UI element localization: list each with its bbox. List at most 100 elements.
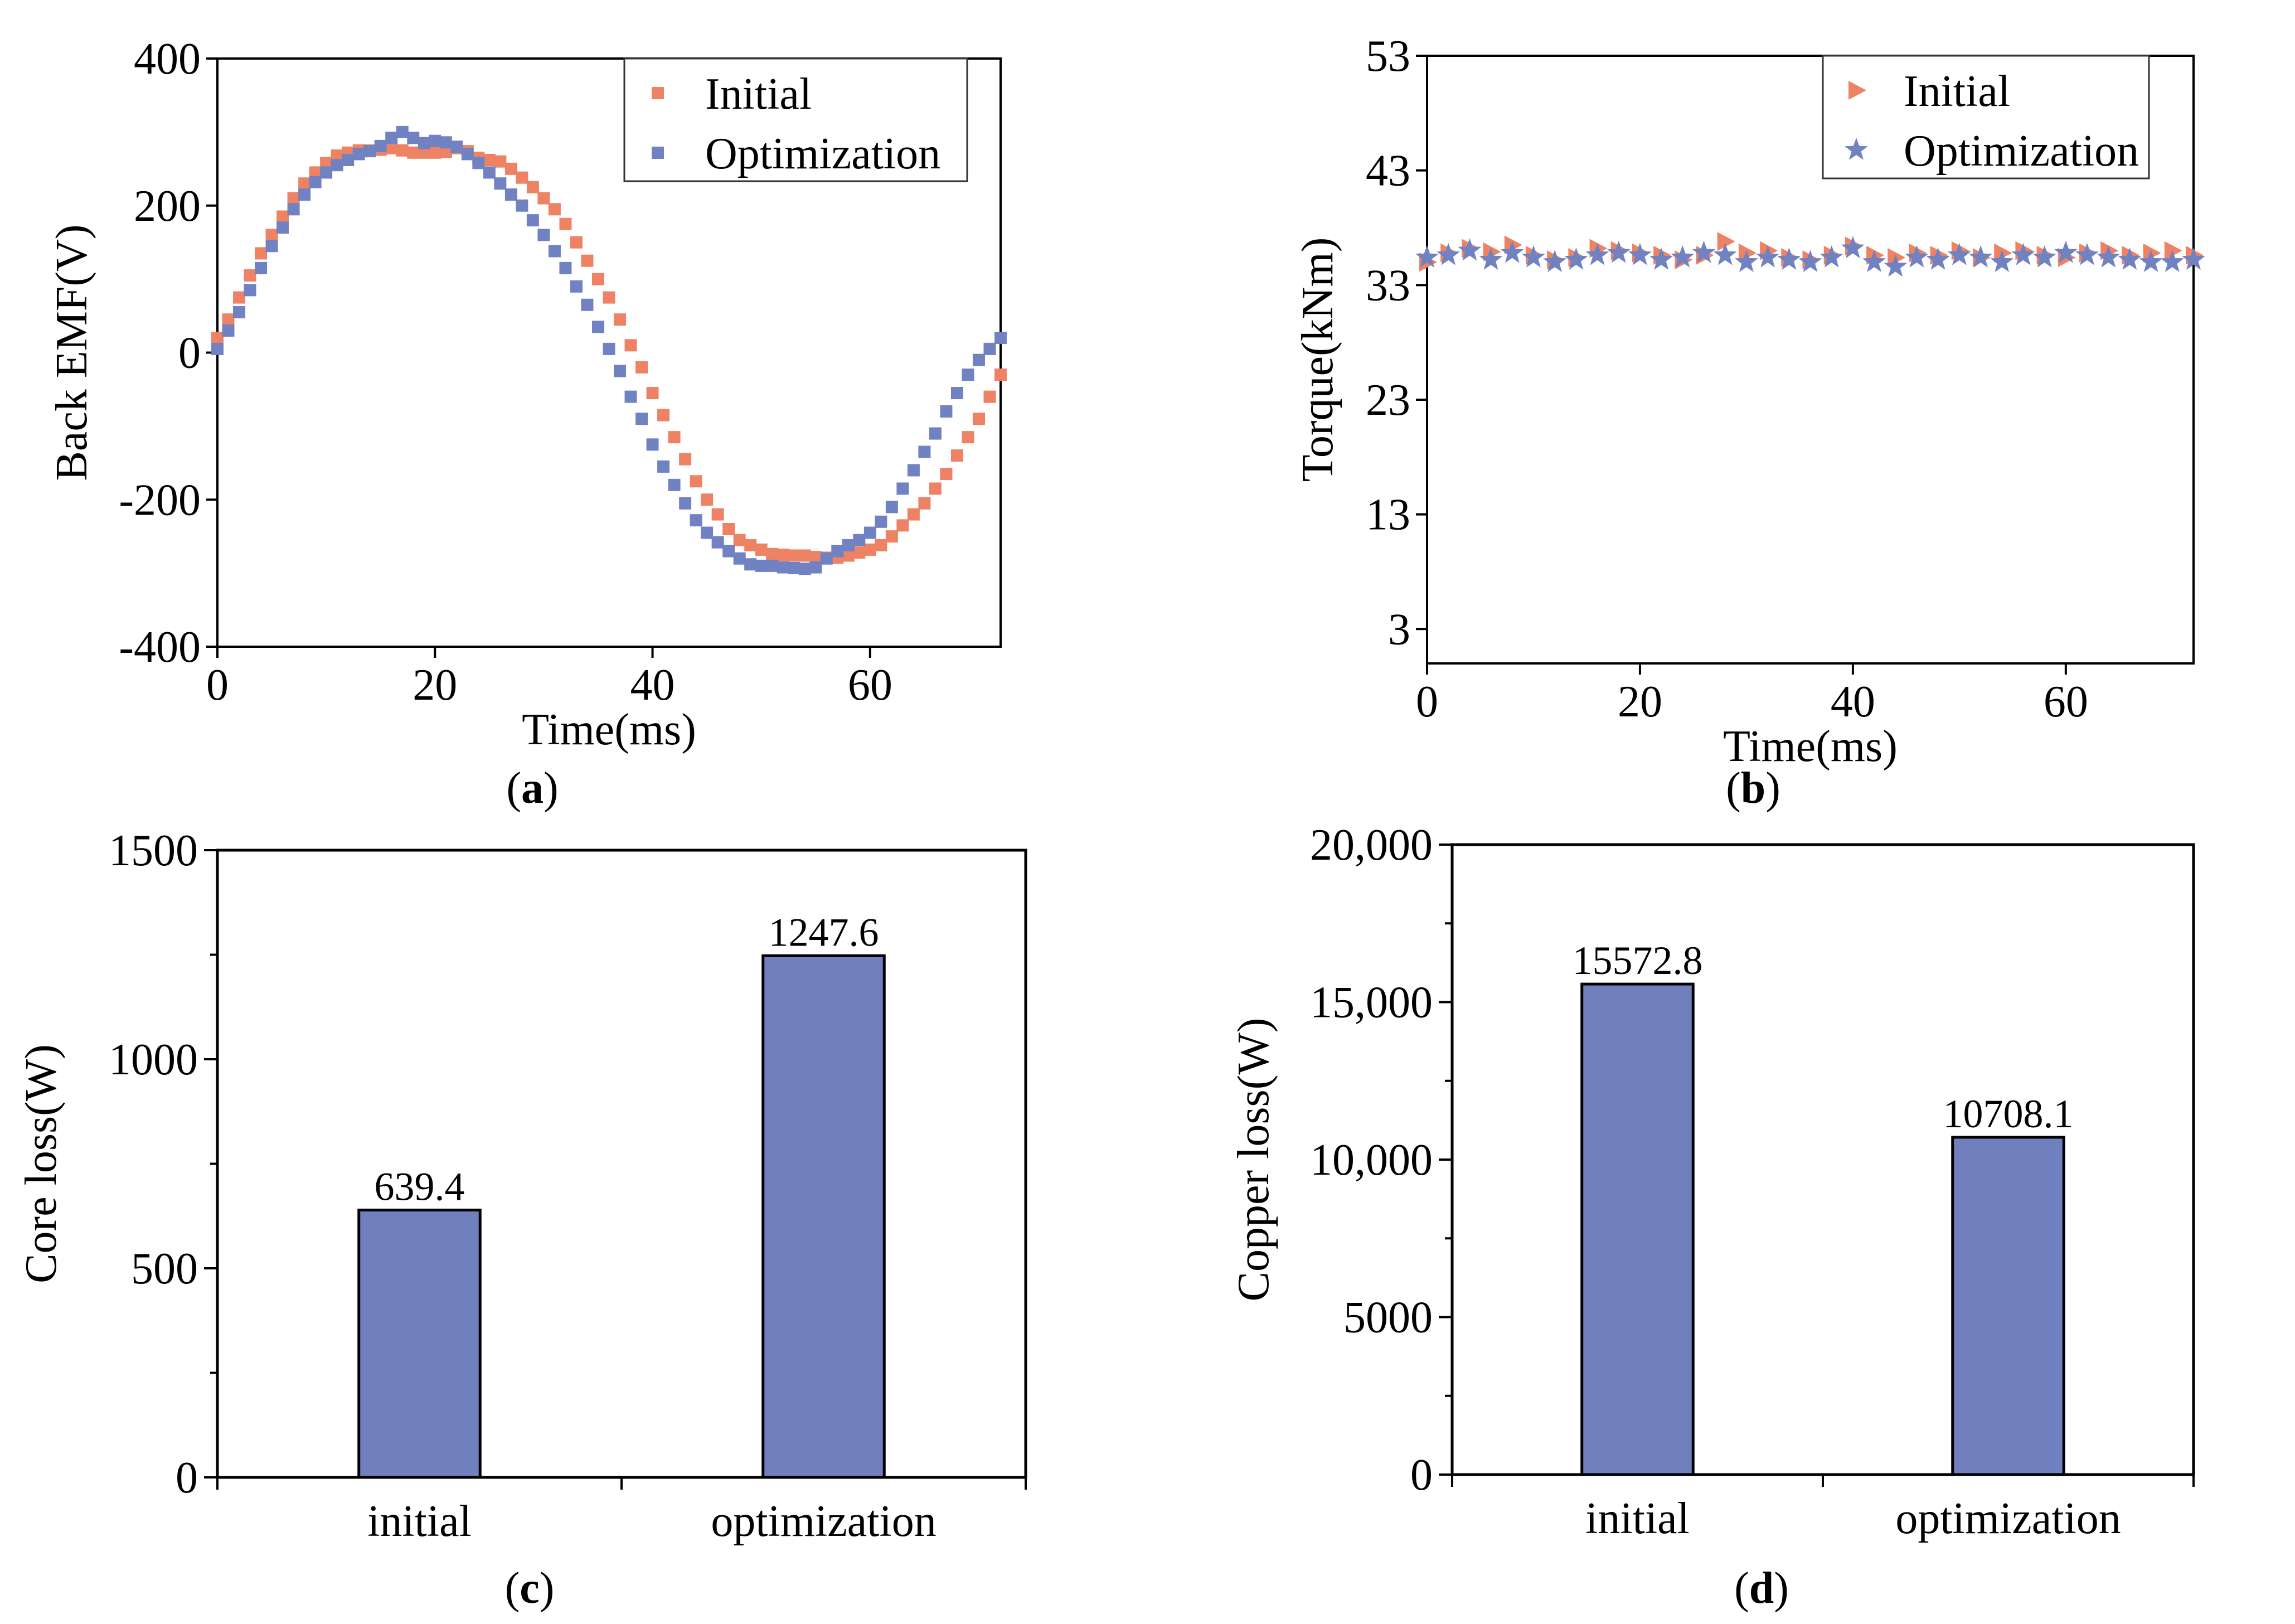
data-point-optimization [885,501,898,513]
data-point-optimization [907,464,920,477]
data-point-initial [429,146,441,159]
data-point-initial [287,192,300,205]
data-point-optimization [429,134,441,147]
x-category-label-optimization: optimization [711,1497,936,1546]
data-point-optimization [233,306,246,318]
data-point-initial [929,482,942,495]
chart-panel-a: 0 20 40 60 -400 -200 0 200 400 Time(ms) Back EMF(V… [47,35,1007,813]
data-point-initial [233,291,246,304]
y-tick-label: 33 [1366,261,1410,310]
legend-label-optimization: Optimization [1904,127,2139,176]
data-point-optimization [265,240,278,253]
data-point-optimization [875,515,887,528]
data-point-optimization [711,536,724,549]
data-point-initial [2143,243,2161,263]
data-point-optimization [777,561,789,574]
data-point-optimization [581,298,594,311]
data-point-optimization [2054,240,2078,263]
y-tick-label: 5000 [1343,1293,1433,1342]
data-point-optimization [1649,248,1673,270]
y-tick-label: 0 [176,1453,198,1502]
data-point-optimization [896,482,909,495]
data-point-optimization [1756,245,1779,268]
data-point-optimization [472,157,485,169]
legend: Initial Optimization [1822,55,2150,180]
data-point-optimization [1628,243,1652,265]
data-point-optimization [385,132,398,144]
data-point-optimization [222,324,235,337]
data-point-initial [755,543,768,556]
data-point-optimization [396,125,409,138]
legend-label-optimization: Optimization [705,129,940,178]
data-point-optimization [798,563,811,575]
bar-value-label-optimization: 10708.1 [1943,1092,2074,1136]
data-point-optimization [255,261,268,274]
data-point-initial [407,146,420,159]
y-axis-title: Torque(kNm) [1293,237,1342,482]
panel-label-open: ( [505,1564,520,1613]
data-point-initial [298,177,311,190]
data-point-optimization [1500,240,1524,263]
data-point-initial [907,508,920,521]
data-point-initial [320,157,333,169]
data-point-optimization [537,229,550,241]
data-point-optimization [2032,245,2056,268]
data-point-optimization [701,526,714,539]
data-point-initial [918,497,931,510]
data-point-initial [983,390,996,403]
data-point-initial [635,361,648,374]
legend-label-initial: Initial [705,70,812,119]
data-point-optimization [309,176,322,188]
y-tick-label: -200 [119,476,201,525]
data-point-optimization [244,284,256,297]
data-point-initial [875,539,887,552]
data-point-initial [744,539,757,552]
data-point-optimization [1862,250,1886,272]
data-point-initial [624,339,637,352]
bar-initial [1580,982,1695,1476]
data-point-initial [211,332,224,345]
data-point-initial [940,468,953,481]
plot-frame [1450,843,2195,1476]
y-tick-label: 1000 [109,1035,198,1084]
data-point-initial [1738,243,1757,263]
legend-marker-optimization [1845,138,1868,160]
data-point-initial [526,181,539,193]
data-point-optimization [788,561,800,574]
legend-marker-initial [1848,81,1866,100]
data-point-optimization [1969,245,1992,268]
data-point-optimization [1437,243,1461,265]
data-point-initial [494,155,507,168]
data-point-optimization [755,559,768,572]
data-point-optimization [950,387,963,400]
data-point-optimization [1905,245,1929,268]
data-point-optimization [331,159,343,172]
data-point-initial [788,549,800,562]
data-point-optimization [1713,243,1737,265]
y-axis-title: Core loss(W) [17,1044,66,1283]
legend-marker-optimization [652,147,664,159]
data-point-optimization [439,136,452,149]
x-tick-label: 40 [1831,677,1875,726]
data-point-optimization [679,497,692,510]
data-point-optimization [494,177,507,190]
data-point-optimization [809,561,822,574]
data-point-initial [766,547,779,560]
data-point-optimization [461,148,474,161]
bar-value-label-optimization: 1247.6 [769,910,879,954]
x-category-label-initial: initial [1585,1494,1690,1543]
data-point-optimization [1735,250,1758,272]
data-point-optimization [994,332,1007,345]
data-point-optimization [2118,248,2142,270]
chart-panel-b: 0 20 40 60 3 13 23 33 43 53 Time(ms) Torque(kNm) Ini… [1293,32,2205,813]
data-point-optimization [1819,245,1843,268]
data-point-optimization [690,514,702,527]
data-point-optimization [1926,248,1950,270]
data-point-optimization [2075,243,2099,265]
data-point-optimization [2160,250,2184,272]
legend-marker-initial [652,87,664,99]
y-tick-label: -400 [119,623,201,672]
bar-optimization [761,954,886,1479]
series-initial [211,142,1007,564]
